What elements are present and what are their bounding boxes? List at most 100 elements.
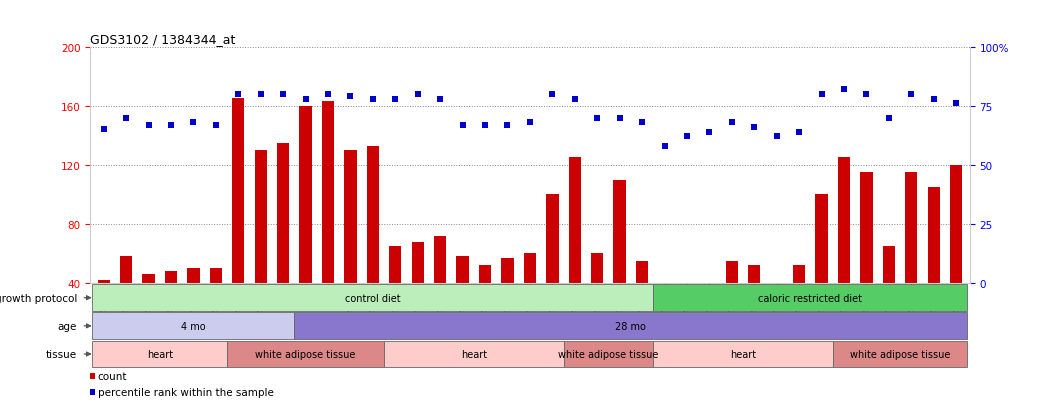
Bar [92,341,227,368]
Bar [435,236,446,283]
Point [298,96,314,103]
Text: control diet: control diet [345,293,400,303]
Bar [321,102,334,283]
Bar [882,247,895,283]
Bar [384,341,563,368]
Bar [636,261,648,283]
Bar [524,254,536,283]
Bar [815,195,828,283]
Point [410,91,426,98]
Point [365,96,382,103]
Bar [793,266,806,283]
Bar [950,165,962,283]
Text: 4 mo: 4 mo [181,321,205,331]
Bar [92,313,295,339]
Text: tissue: tissue [46,349,77,359]
Point [454,122,471,128]
Bar [568,158,581,283]
Bar [92,285,653,311]
Point [275,91,291,98]
Point [656,143,673,150]
Bar [680,283,693,295]
Point [207,122,224,128]
Point [746,124,762,131]
Bar [833,341,968,368]
Text: percentile rank within the sample: percentile rank within the sample [97,387,274,396]
Bar [254,151,267,283]
Point [566,96,583,103]
Point [252,91,269,98]
Bar [703,283,716,291]
Bar [209,268,222,283]
Point [522,120,538,126]
Bar [838,158,850,283]
Point [95,127,112,133]
Bar [861,173,872,283]
Text: 28 mo: 28 mo [615,321,646,331]
Point [499,122,515,128]
Text: white adipose tissue: white adipose tissue [850,349,950,359]
Bar [389,247,401,283]
Point [925,96,942,103]
Bar [300,107,312,283]
Point [431,96,448,103]
Bar [591,254,604,283]
Text: heart: heart [460,349,487,359]
Point [118,115,135,121]
Bar [479,266,492,283]
Bar [614,180,625,283]
Bar [456,257,469,283]
Bar [188,268,199,283]
Bar [905,173,918,283]
Point [84,373,101,379]
Bar [653,285,968,311]
Point [612,115,628,121]
Bar [563,341,653,368]
Text: growth protocol: growth protocol [0,293,77,303]
Point [544,91,561,98]
Bar [501,258,513,283]
Bar [412,242,424,283]
Text: heart: heart [730,349,756,359]
Text: white adipose tissue: white adipose tissue [558,349,658,359]
Text: count: count [97,371,128,381]
Point [791,129,808,136]
Point [477,122,494,128]
Point [140,122,157,128]
Bar [232,99,245,283]
Bar [748,266,760,283]
Point [836,87,852,93]
Point [589,115,606,121]
Point [724,120,740,126]
Point [880,115,897,121]
Point [768,134,785,140]
Text: heart: heart [146,349,173,359]
Point [678,134,695,140]
Bar [120,257,133,283]
Point [387,96,403,103]
Point [701,129,718,136]
Bar [658,283,671,298]
Text: white adipose tissue: white adipose tissue [255,349,356,359]
Point [84,388,101,395]
Bar [770,283,783,294]
Point [230,91,247,98]
Bar [726,261,738,283]
Bar [142,275,155,283]
Point [813,91,830,98]
Point [319,91,336,98]
Bar [546,195,559,283]
Bar [367,146,380,283]
Bar [927,188,940,283]
Point [342,94,359,100]
Point [858,91,874,98]
Point [163,122,179,128]
Point [903,91,920,98]
Text: GDS3102 / 1384344_at: GDS3102 / 1384344_at [90,33,235,46]
Bar [97,280,110,283]
Bar [227,341,384,368]
Bar [277,143,289,283]
Point [634,120,650,126]
Point [186,120,202,126]
Bar [344,151,357,283]
